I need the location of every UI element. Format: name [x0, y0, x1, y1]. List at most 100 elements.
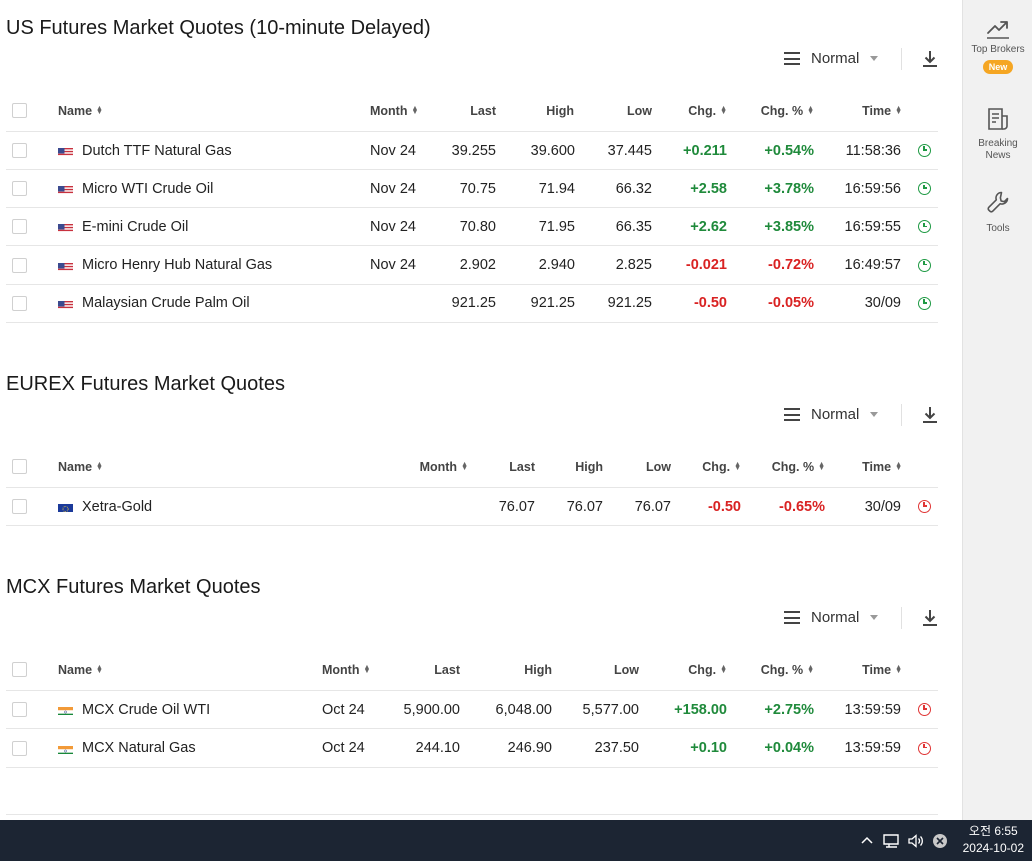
time-cell: 16:49:57: [844, 257, 901, 274]
taskbar-clock[interactable]: 오전 6:55 2024-10-02: [963, 823, 1024, 857]
table-row[interactable]: Micro WTI Crude Oil Nov 24 70.75 71.94 66.32…: [6, 170, 938, 209]
column-time-header[interactable]: Time ▲ ▼: [862, 459, 902, 474]
row-checkbox[interactable]: [12, 702, 27, 717]
table-row[interactable]: E-mini Crude Oil Nov 24 70.80 71.95 66.35 +2.…: [6, 208, 938, 247]
eurex-futures-section: EUREX Futures Market Quotes Normal Name ▲…: [0, 356, 962, 536]
column-month-header[interactable]: Month ▲ ▼: [419, 459, 468, 474]
column-month-header[interactable]: Month ▲ ▼: [322, 662, 371, 677]
clock-icon[interactable]: [918, 741, 931, 755]
instrument-name-link[interactable]: MCX Crude Oil WTI: [82, 701, 211, 718]
clock-icon[interactable]: [918, 258, 931, 272]
table-row[interactable]: Micro Henry Hub Natural Gas Nov 24 2.902 2.…: [6, 247, 938, 285]
column-high-header[interactable]: High: [575, 459, 603, 474]
column-name-header[interactable]: Name ▲ ▼: [58, 459, 103, 474]
instrument-name-link[interactable]: Xetra-Gold: [82, 498, 153, 515]
row-checkbox[interactable]: [12, 219, 27, 235]
month-cell: Nov 24: [370, 142, 416, 159]
view-mode-dropdown[interactable]: Normal: [784, 50, 879, 67]
table-row[interactable]: Xetra-Gold 76.07 76.07 76.07 -0.50 -0.65% 30/0…: [6, 488, 938, 526]
select-all-checkbox[interactable]: [12, 662, 27, 677]
sidebar-item-breaking-news[interactable]: Breaking News: [971, 106, 1025, 162]
table-row[interactable]: Dutch TTF Natural Gas Nov 24 39.255 39.600 3…: [6, 132, 938, 170]
network-icon[interactable]: [883, 833, 901, 849]
column-name-header[interactable]: Name ▲ ▼: [58, 662, 103, 677]
us-flag-icon: [58, 222, 73, 233]
view-mode-dropdown[interactable]: Normal: [784, 609, 879, 626]
change-cell: +158.00: [674, 701, 727, 718]
column-low-header[interactable]: Low: [646, 459, 671, 474]
column-last-header[interactable]: Last: [434, 662, 460, 677]
chevron-up-icon[interactable]: [860, 834, 874, 848]
sidebar-item-top-brokers[interactable]: Top Brokers New: [963, 16, 1032, 74]
clock-icon[interactable]: [918, 296, 931, 310]
column-high-header[interactable]: High: [546, 103, 574, 118]
instrument-name-link[interactable]: MCX Natural Gas: [82, 740, 196, 756]
in-flag-icon: [58, 744, 73, 754]
instrument-name-link[interactable]: Malaysian Crude Palm Oil: [82, 295, 250, 312]
column-chg-header[interactable]: Chg. ▲ ▼: [688, 103, 727, 118]
row-checkbox[interactable]: [12, 181, 27, 197]
row-checkbox[interactable]: [12, 295, 27, 311]
download-icon[interactable]: [921, 49, 939, 69]
column-low-header[interactable]: Low: [614, 662, 639, 677]
instrument-name-link[interactable]: Micro WTI Crude Oil: [82, 180, 214, 197]
sidebar-item-tools[interactable]: Tools: [963, 189, 1032, 235]
sort-icon: ▲ ▼: [895, 663, 902, 675]
close-circle-icon[interactable]: [932, 833, 948, 849]
change-percent-cell: +3.78%: [764, 180, 814, 197]
table-row[interactable]: MCX Natural Gas Oct 24 244.10 246.90 237.50 +…: [6, 730, 938, 768]
column-last-header[interactable]: Last: [509, 459, 535, 474]
high-cell: 921.25: [530, 295, 575, 312]
table-row[interactable]: Malaysian Crude Palm Oil 921.25 921.25 921.…: [6, 285, 938, 323]
select-all-checkbox[interactable]: [12, 459, 27, 474]
system-tray: [860, 820, 948, 861]
column-chgpct-header[interactable]: Chg. % ▲ ▼: [760, 103, 814, 118]
row-checkbox[interactable]: [12, 143, 27, 158]
column-name-header[interactable]: Name ▲ ▼: [58, 103, 103, 118]
clock-icon[interactable]: [918, 500, 931, 513]
column-chgpct-header[interactable]: Chg. % ▲ ▼: [760, 662, 814, 677]
clock-icon[interactable]: [918, 144, 931, 157]
table-header: Name ▲ ▼ Month ▲ ▼ Last High Low Chg. ▲ ▼ Chg.…: [6, 90, 938, 132]
low-cell: 921.25: [607, 295, 652, 312]
sidebar-item-label: Breaking News: [978, 138, 1018, 161]
change-cell: +2.58: [690, 180, 727, 197]
change-percent-cell: -0.72%: [768, 257, 814, 274]
change-cell: +0.10: [690, 740, 727, 756]
column-high-header[interactable]: High: [524, 662, 552, 677]
view-mode-dropdown[interactable]: Normal: [784, 406, 879, 423]
clock-icon[interactable]: [918, 182, 931, 196]
download-icon[interactable]: [921, 608, 939, 628]
volume-icon[interactable]: [907, 833, 925, 849]
row-checkbox[interactable]: [12, 499, 27, 514]
high-cell: 71.94: [538, 180, 575, 197]
taskbar: 오전 6:55 2024-10-02: [0, 820, 1032, 861]
sort-icon: ▲ ▼: [96, 460, 103, 472]
right-sidebar: Top Brokers New Breaking News Tools: [962, 0, 1032, 820]
instrument-name-link[interactable]: E-mini Crude Oil: [82, 218, 189, 235]
select-all-checkbox[interactable]: [12, 103, 27, 118]
last-cell: 921.25: [451, 295, 496, 312]
column-month-header[interactable]: Month ▲ ▼: [370, 103, 419, 118]
last-cell: 2.902: [459, 257, 496, 274]
row-checkbox[interactable]: [12, 257, 27, 273]
column-low-header[interactable]: Low: [627, 103, 652, 118]
row-checkbox[interactable]: [12, 740, 27, 756]
table-row[interactable]: MCX Crude Oil WTI Oct 24 5,900.00 6,048.00 5…: [6, 691, 938, 729]
column-time-header[interactable]: Time ▲ ▼: [862, 103, 902, 118]
column-chgpct-header[interactable]: Chg. % ▲ ▼: [771, 459, 825, 474]
main-content: US Futures Market Quotes (10-minute Dela…: [0, 17, 962, 820]
view-mode-label: Normal: [811, 406, 860, 423]
instrument-name-link[interactable]: Dutch TTF Natural Gas: [82, 142, 232, 159]
clock-icon[interactable]: [918, 703, 931, 716]
instrument-name-link[interactable]: Micro Henry Hub Natural Gas: [82, 257, 273, 274]
clock-icon[interactable]: [918, 220, 931, 234]
view-mode-label: Normal: [811, 609, 860, 626]
column-chg-header[interactable]: Chg. ▲ ▼: [688, 662, 727, 677]
column-chg-header[interactable]: Chg. ▲ ▼: [702, 459, 741, 474]
column-last-header[interactable]: Last: [470, 103, 496, 118]
mcx-futures-section: MCX Futures Market Quotes Normal Name ▲ ▼ …: [0, 559, 962, 820]
high-cell: 76.07: [566, 498, 603, 515]
column-time-header[interactable]: Time ▲ ▼: [862, 662, 902, 677]
download-icon[interactable]: [921, 405, 939, 425]
